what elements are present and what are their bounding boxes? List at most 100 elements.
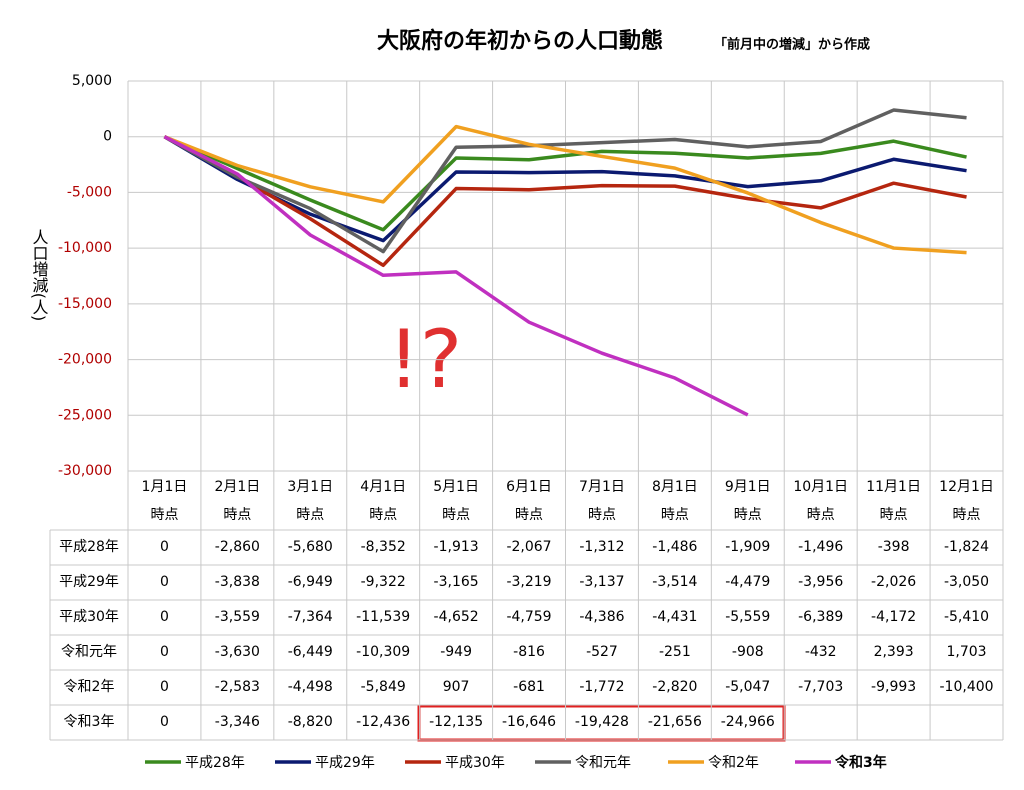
table-cell: 907 (442, 679, 470, 695)
table-cell: -1,913 (433, 539, 479, 555)
series-line (163, 124, 967, 255)
x-tick-label: 4月1日 時点 (360, 479, 407, 523)
series-line (163, 135, 967, 232)
table-cell: -24,966 (720, 714, 775, 730)
y-tick-label: 0 (103, 129, 112, 145)
table-cell: -7,703 (798, 679, 844, 695)
table-cell: -12,135 (429, 714, 484, 730)
x-tick-label: 11月1日 時点 (866, 479, 921, 523)
table-cell: -2,860 (214, 539, 260, 555)
table-cell: -4,172 (871, 609, 917, 625)
table-cell: -3,137 (579, 574, 625, 590)
x-tick-label: 2月1日 時点 (214, 479, 261, 523)
table-cell: -1,496 (798, 539, 844, 555)
table-cell: -816 (513, 644, 545, 660)
table-cell: -4,431 (652, 609, 698, 625)
table-cell: -1,312 (579, 539, 625, 555)
table-cell: -6,449 (287, 644, 333, 660)
table-cell: -8,820 (287, 714, 333, 730)
table-cell: -2,067 (506, 539, 552, 555)
y-tick-label: -5,000 (67, 184, 112, 200)
table-cell: -3,838 (214, 574, 260, 590)
table-cell: -432 (804, 644, 837, 660)
table-cell: -10,400 (939, 679, 994, 695)
table-cell: -3,630 (214, 644, 260, 660)
table-cell: -8,352 (360, 539, 406, 555)
table-cell: 0 (159, 679, 169, 695)
table-cell: -11,539 (356, 609, 411, 625)
table-cell: -4,479 (725, 574, 771, 590)
table-cell: 0 (159, 574, 169, 590)
table-cell: -5,559 (725, 609, 771, 625)
legend-label: 令和2年 (708, 755, 759, 771)
series-line (163, 135, 967, 243)
table-cell: -10,309 (356, 644, 411, 660)
legend-label: 平成29年 (315, 755, 375, 771)
row-label: 令和元年 (61, 644, 117, 660)
y-tick-label: -10,000 (58, 240, 112, 256)
table-cell: -5,680 (287, 539, 333, 555)
table-cell: -3,219 (506, 574, 552, 590)
table-cell: -6,949 (287, 574, 333, 590)
table-cell: 1,703 (946, 644, 987, 660)
y-tick-label: -30,000 (58, 463, 112, 479)
legend-label: 平成30年 (445, 755, 505, 771)
table-cell: -3,514 (652, 574, 698, 590)
table-cell: -3,346 (214, 714, 260, 730)
table-cell: -4,498 (287, 679, 333, 695)
table-cell: -908 (731, 644, 764, 660)
table-cell: -5,410 (943, 609, 990, 625)
row-label: 平成30年 (59, 609, 119, 625)
table-cell: -5,849 (360, 679, 406, 695)
table-cell: -5,047 (725, 679, 771, 695)
table-cell: -398 (877, 539, 910, 555)
table-cell: -527 (586, 644, 618, 660)
table-cell: -1,772 (579, 679, 625, 695)
table-cell: -949 (440, 644, 472, 660)
x-tick-label: 5月1日 時点 (433, 479, 480, 523)
x-tick-label: 7月1日 時点 (579, 479, 625, 523)
x-tick-label: 10月1日 時点 (793, 479, 849, 523)
table-cell: 0 (159, 609, 169, 625)
table-cell: -2,583 (214, 679, 260, 695)
y-tick-label: -25,000 (58, 407, 112, 423)
table-cell: -681 (513, 679, 545, 695)
series-line (163, 135, 749, 417)
y-tick-label: -15,000 (58, 296, 112, 312)
table-cell: 2,393 (873, 644, 914, 660)
x-tick-label: 6月1日 時点 (506, 479, 552, 523)
table-cell: -1,824 (943, 539, 990, 555)
table-cell: -6,389 (798, 609, 844, 625)
row-label: 令和3年 (63, 714, 115, 730)
table-cell: -2,026 (871, 574, 917, 590)
table-cell: -4,652 (433, 609, 479, 625)
table-cell: -16,646 (502, 714, 557, 730)
table-cell: -4,759 (506, 609, 552, 625)
row-label: 平成28年 (59, 539, 119, 555)
legend-label: 平成28年 (185, 755, 245, 771)
x-tick-label: 12月1日 時点 (939, 479, 994, 523)
table-cell: 0 (159, 539, 169, 555)
x-tick-label: 3月1日 時点 (287, 479, 334, 523)
table-cell: -21,656 (647, 714, 702, 730)
table-cell: -7,364 (287, 609, 333, 625)
table-cell: -1,486 (652, 539, 698, 555)
row-label: 令和2年 (63, 679, 115, 695)
table-cell: -3,165 (433, 574, 479, 590)
series-line (163, 135, 967, 268)
table-cell: -3,050 (943, 574, 990, 590)
x-tick-label: 9月1日 時点 (724, 479, 771, 523)
chart-title: 大阪府の年初からの人口動態 (377, 28, 663, 54)
chart-subtitle: 「前月中の増減」から作成 (714, 37, 870, 53)
table-cell: -9,993 (871, 679, 917, 695)
y-tick-label: 5,000 (72, 73, 112, 89)
table-cell: -2,820 (652, 679, 698, 695)
row-label: 平成29年 (59, 574, 119, 590)
table-cell: -1,909 (725, 539, 771, 555)
series-line (163, 108, 967, 254)
x-tick-label: 1月1日 時点 (141, 479, 188, 523)
table-cell: 0 (159, 644, 169, 660)
legend-label: 令和3年 (834, 754, 887, 771)
y-tick-label: -20,000 (58, 352, 112, 368)
